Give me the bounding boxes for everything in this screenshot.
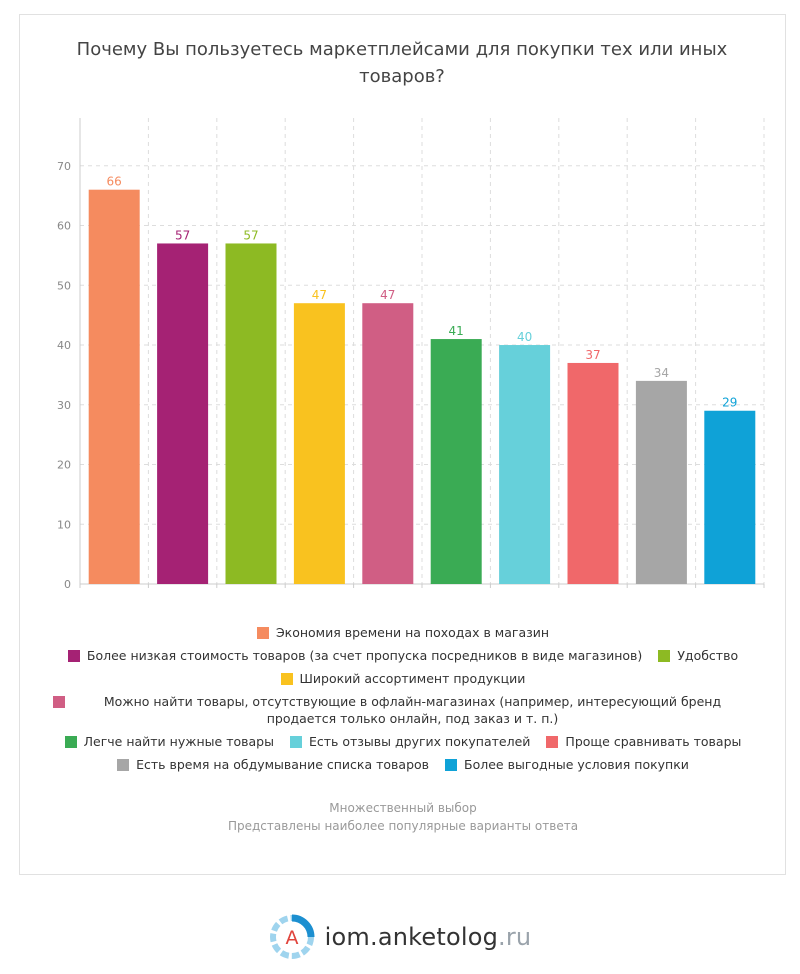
y-tick-label: 70 [57,160,71,173]
bar [430,339,482,584]
legend-item[interactable]: Есть время на обдумывание списка товаров [117,756,429,773]
legend-item[interactable]: Широкий ассортимент продукции [280,670,526,687]
legend-row: Можно найти товары, отсутствующие в офла… [40,693,766,727]
legend-swatch [658,650,671,662]
legend-swatch [64,736,77,748]
legend-label: Экономия времени на походах в магазин [275,625,550,640]
y-tick-label: 20 [57,459,71,472]
y-tick-label: 10 [57,518,71,531]
legend-label: Удобство [677,648,739,663]
data-label: 47 [380,288,395,302]
legend-swatch [289,736,302,748]
y-tick-label: 0 [64,578,71,591]
brand-domain: iom.anketolog [324,923,499,951]
legend-swatch [117,759,130,771]
brand-name: iom.anketolog.ru [325,923,532,951]
legend-item[interactable]: Экономия времени на походах в магазин [256,624,550,641]
legend-row: Есть время на обдумывание списка товаров… [40,756,766,773]
legend-item[interactable]: Более выгодные условия покупки [445,756,689,773]
data-label: 57 [243,228,258,242]
legend-item[interactable]: Легче найти нужные товары [64,733,274,750]
note-popular-answers: Представлены наиболее популярные вариант… [227,819,579,833]
bar [499,345,551,584]
logo-center [278,924,305,950]
logo-ring-accent [291,914,315,938]
legend-label: Есть отзывы других покупателей [308,734,531,749]
legend-swatch [53,696,65,708]
data-labels: 66 57 57 47 47 41 40 37 34 29 [107,175,738,410]
note-multiple-choice: Множественный выбор [329,801,477,815]
bar-chart: 0 10 20 30 40 50 60 70 66 57 57 47 47 41 40 37 34 29 [57,118,765,591]
legend-item[interactable]: Более низкая стоимость товаров (за счет … [67,647,643,664]
legend-row: Экономия времени на походах в магазин [40,624,766,641]
data-label: 29 [722,396,737,410]
legend-swatch [546,736,559,748]
bar [88,189,140,584]
data-label: 57 [175,228,190,242]
data-label: 41 [449,324,464,338]
data-label: 66 [107,175,122,189]
data-label: 40 [517,330,532,344]
anketolog-logo-icon: A [269,914,315,959]
bar [225,243,277,584]
legend-label: Есть время на обдумывание списка товаров [136,757,430,772]
legend-swatch [256,627,269,639]
bar [704,410,756,584]
legend-item[interactable]: Есть отзывы других покупателей [289,733,531,750]
data-label: 47 [312,288,327,302]
chart-title: Почему Вы пользуетесь маркетплейсами для… [76,39,728,87]
legend-row: Более низкая стоимость товаров (за счет … [40,647,766,664]
data-label: 37 [585,348,600,362]
brand-tld: .ru [498,923,532,951]
legend-row: Широкий ассортимент продукции [40,670,766,687]
legend-swatch [67,650,80,662]
legend-label: Проще сравнивать товары [565,734,742,749]
bar [567,362,619,584]
legend-label: Более выгодные условия покупки [464,757,689,772]
legend-item[interactable]: Проще сравнивать товары [546,733,741,750]
y-tick-label: 60 [57,220,71,233]
y-tick-label: 50 [57,279,71,292]
y-tick-label: 40 [57,339,71,352]
legend-label: Можно найти товары, отсутствующие в офла… [103,694,722,726]
legend-label: Широкий ассортимент продукции [299,671,526,686]
legend-label: Более низкая стоимость товаров (за счет … [86,648,643,663]
bar [362,303,414,584]
logo-letter: A [285,927,298,949]
brand-footer[interactable]: A iom.anketolog.ru [0,912,800,962]
legend-swatch [445,759,458,771]
bar [293,303,345,584]
data-label: 34 [654,366,669,380]
legend-row: Легче найти нужные товары Есть отзывы дру… [40,733,766,750]
legend-item[interactable]: Удобство [658,647,738,664]
chart-legend: Экономия времени на походах в магазин Бол… [40,624,766,779]
legend-item[interactable]: Можно найти товары, отсутствующие в офла… [53,693,753,727]
legend-label: Легче найти нужные товары [83,734,274,749]
legend-swatch [280,673,293,685]
y-tick-label: 30 [57,399,71,412]
bar [635,380,687,584]
chart-notes: Множественный выбор Представлены наиболе… [40,799,766,835]
bar [157,243,209,584]
bars [88,189,756,584]
